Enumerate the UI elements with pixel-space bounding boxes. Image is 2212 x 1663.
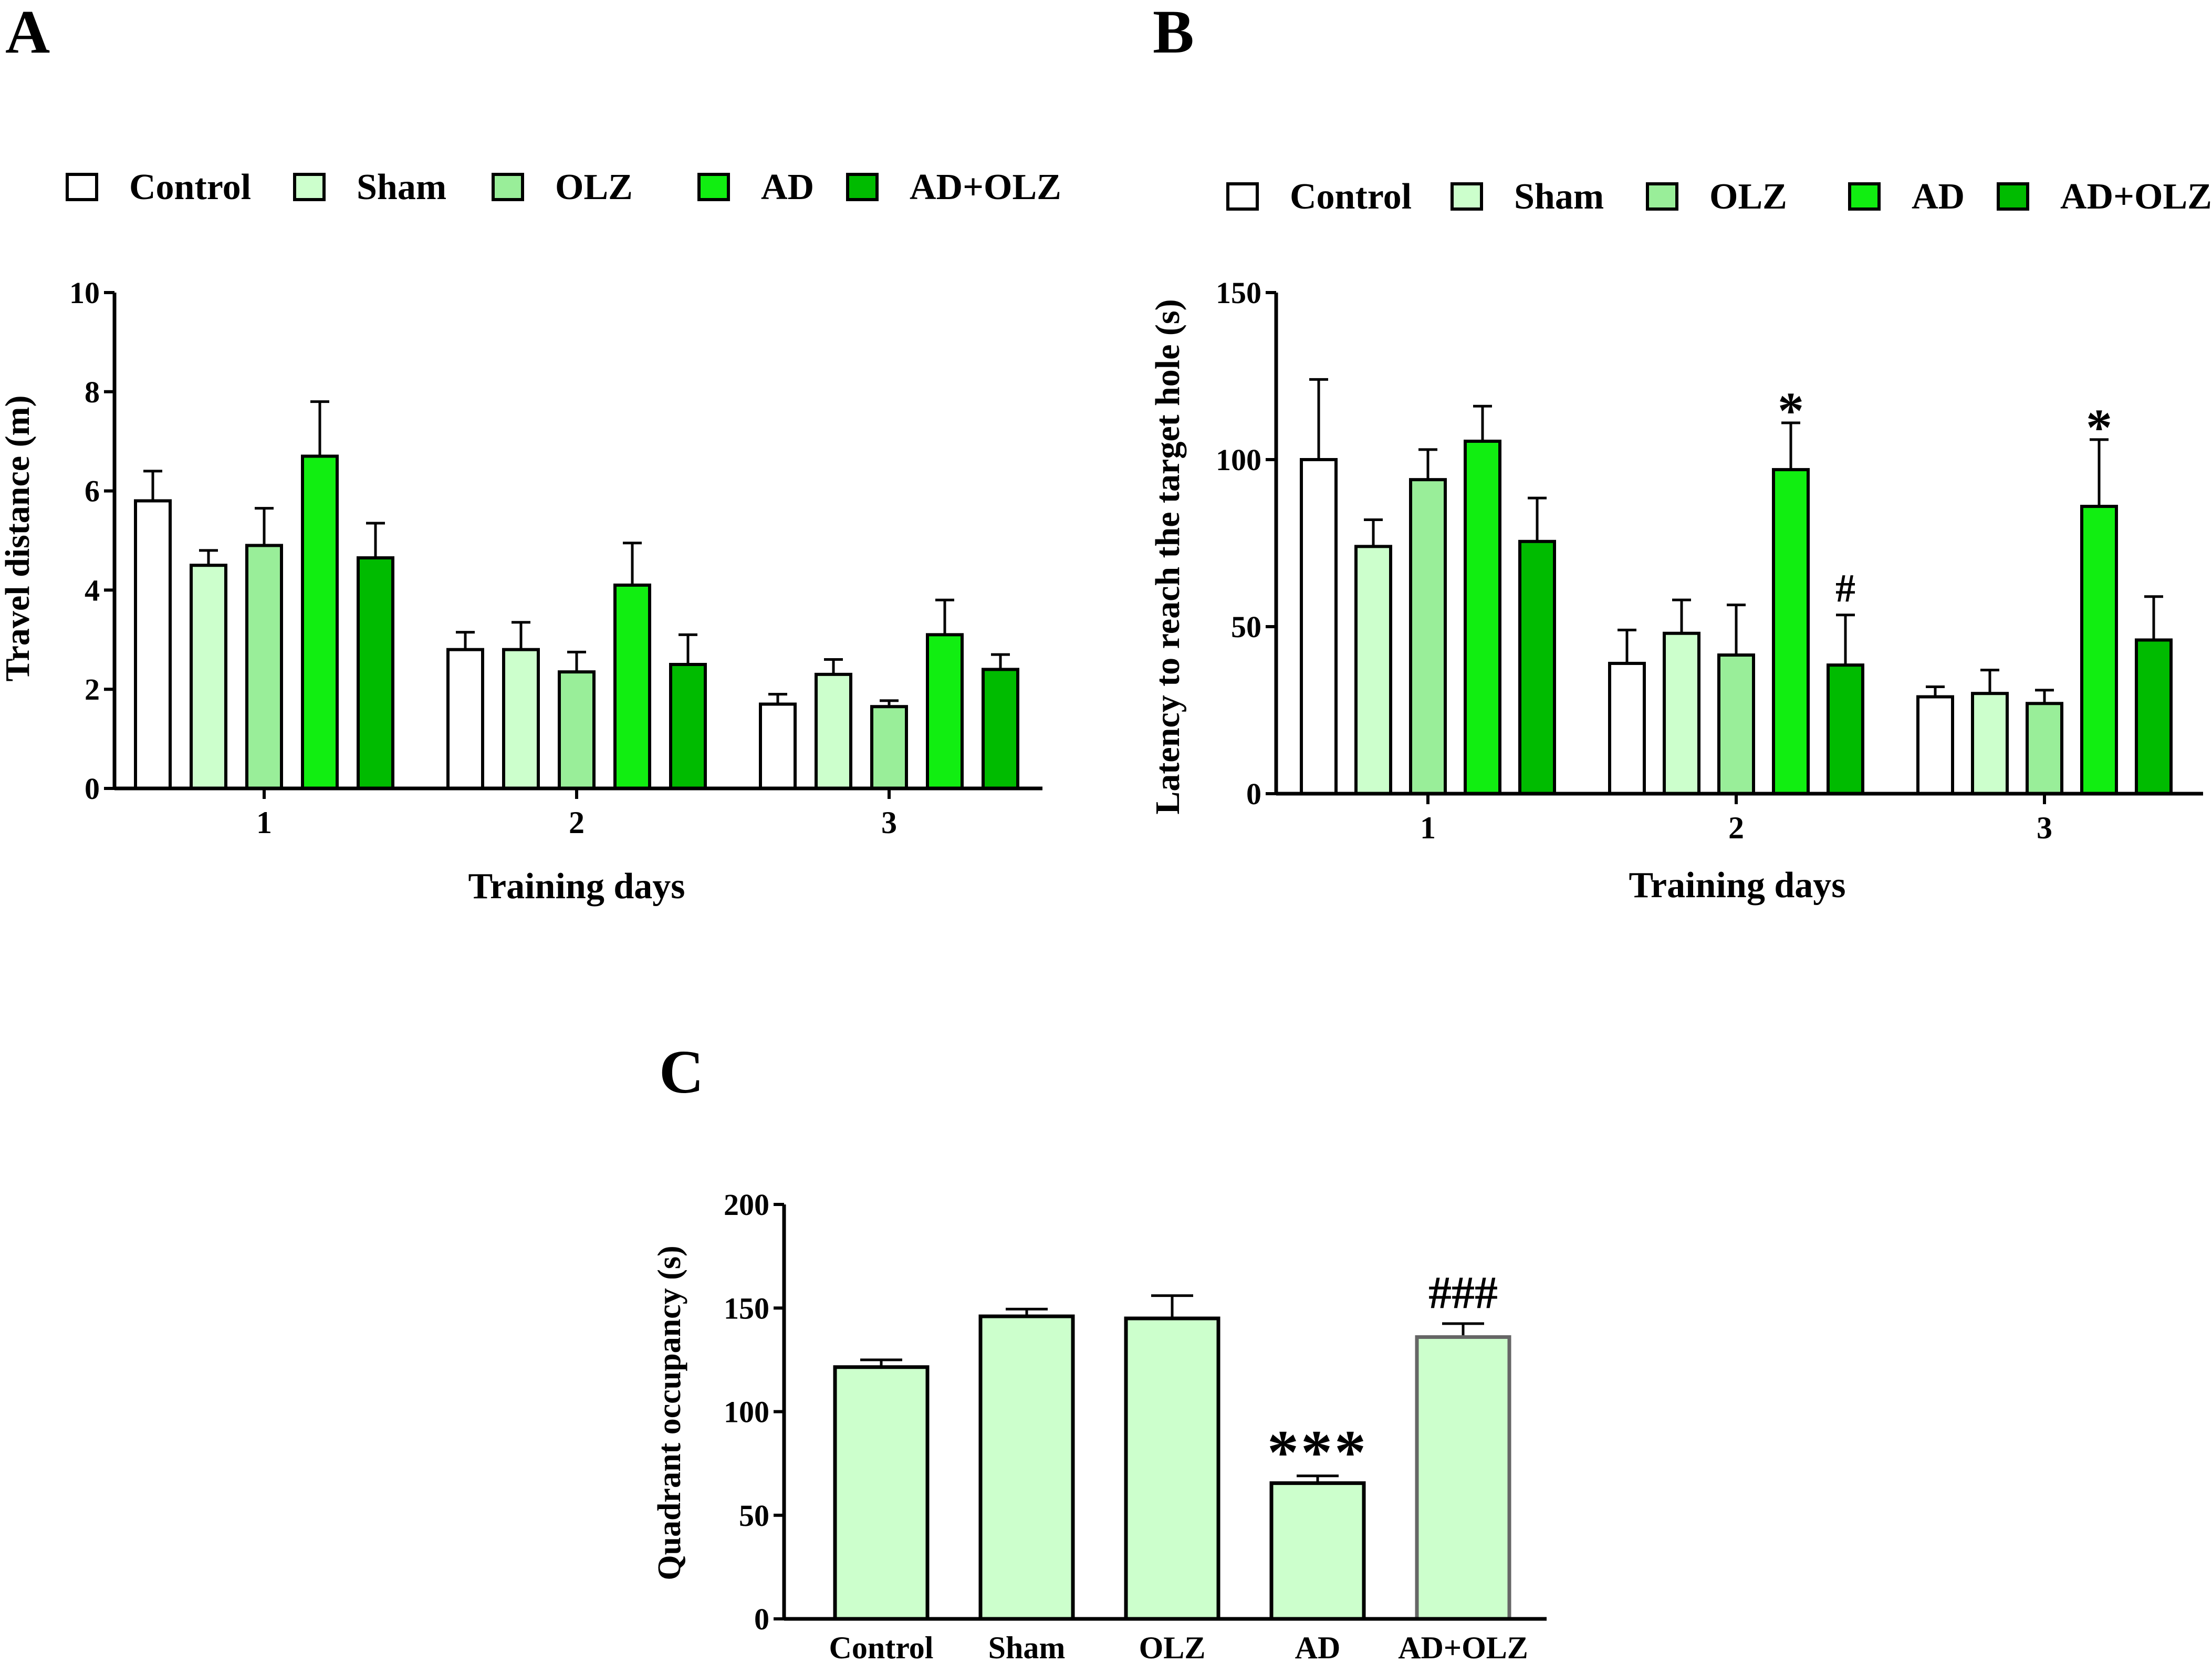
bar-control-day-3 bbox=[759, 702, 797, 791]
legend-label-ad: AD bbox=[761, 167, 814, 207]
bar-control-day-3 bbox=[1916, 695, 1954, 796]
y-tick-label-100: 100 bbox=[724, 1395, 769, 1429]
x-axis-title: Training days bbox=[468, 866, 685, 907]
bar-ad-day-2 bbox=[613, 583, 651, 790]
y-tick-label-0: 0 bbox=[1246, 777, 1261, 811]
legend-label-olz: OLZ bbox=[1709, 176, 1787, 217]
y-tick-label-0: 0 bbox=[754, 1602, 769, 1636]
x-tick-label-2: 2 bbox=[569, 805, 585, 840]
legend-label-control: Control bbox=[1290, 176, 1412, 217]
x-tick-label-ad: AD bbox=[1295, 1630, 1341, 1663]
panel-label-c: C bbox=[659, 1037, 704, 1106]
bar-ad-day-3 bbox=[2080, 505, 2118, 795]
y-tick-label-50: 50 bbox=[739, 1499, 769, 1533]
x-tick-label-2: 2 bbox=[1728, 810, 1744, 845]
legend-label-control: Control bbox=[129, 167, 251, 207]
y-tick-label-50: 50 bbox=[1231, 610, 1261, 644]
y-tick-label-150: 150 bbox=[1216, 276, 1261, 310]
legend-label-ad-plus-olz: AD+OLZ bbox=[2060, 176, 2212, 217]
bar-ad-plus-olz-day-3 bbox=[982, 668, 1019, 790]
bar-ad-day-1 bbox=[1464, 440, 1501, 795]
y-tick-label-200: 200 bbox=[724, 1188, 769, 1222]
x-tick-label-1: 1 bbox=[256, 805, 272, 840]
y-axis-title: Latency to reach the target hole (s) bbox=[1149, 299, 1187, 814]
bar-olz-day-1 bbox=[1409, 478, 1447, 795]
y-axis-title: Travel distance (m) bbox=[0, 396, 37, 682]
annotation-asterisk-2: * bbox=[2086, 398, 2112, 456]
x-tick-label-1: 1 bbox=[1420, 810, 1436, 845]
bar-olz-day-3 bbox=[870, 705, 908, 790]
annotation-hash-1: # bbox=[1835, 567, 1855, 611]
y-tick-label-8: 8 bbox=[85, 375, 100, 409]
y-tick-label-10: 10 bbox=[69, 276, 100, 310]
y-tick-label-2: 2 bbox=[85, 672, 100, 706]
bar-olz bbox=[1124, 1316, 1220, 1621]
bar-ad-plus-olz-day-2 bbox=[1827, 663, 1864, 796]
bar-control-day-2 bbox=[446, 648, 484, 791]
bar-ad-plus-olz-day-3 bbox=[2135, 638, 2173, 795]
x-tick-label-3: 3 bbox=[881, 805, 897, 840]
bar-ad-plus-olz-day-1 bbox=[1518, 539, 1556, 795]
bar-sham-day-2 bbox=[502, 648, 540, 791]
y-tick-label-4: 4 bbox=[85, 573, 100, 607]
legend-label-olz: OLZ bbox=[555, 167, 633, 207]
bar-control-day-1 bbox=[1300, 458, 1338, 795]
bar-ad-day-3 bbox=[926, 633, 964, 790]
bar-ad-plus-olz-day-2 bbox=[669, 663, 707, 790]
legend-swatch-ad-plus-olz bbox=[846, 173, 879, 201]
y-tick-label-150: 150 bbox=[724, 1291, 769, 1325]
legend-swatch-ad bbox=[1848, 182, 1881, 211]
bar-ad-day-2 bbox=[1772, 468, 1810, 795]
legend-swatch-olz bbox=[492, 173, 524, 201]
bar-control-day-2 bbox=[1608, 661, 1646, 795]
bar-sham bbox=[978, 1314, 1075, 1621]
bar-sham-day-3 bbox=[1971, 692, 2009, 795]
x-axis-title: Training days bbox=[1629, 865, 1846, 906]
panel-label-b: B bbox=[1153, 0, 1194, 66]
legend-swatch-control bbox=[66, 173, 98, 201]
y-axis-title: Quadrant occupancy (s) bbox=[652, 1245, 687, 1580]
bar-olz-day-3 bbox=[2026, 702, 2063, 796]
annotation-asterisk-0: * bbox=[1778, 381, 1804, 440]
bar-ad-plus-olz-day-1 bbox=[357, 556, 394, 791]
legend-swatch-ad bbox=[697, 173, 730, 201]
legend-swatch-control bbox=[1226, 182, 1259, 211]
legend-swatch-olz bbox=[1646, 182, 1678, 211]
chart-panel-a: Control Sham OLZ AD AD+OLZ 1 2 3 0 2 4 6 8 10 Training… bbox=[0, 167, 1061, 907]
annotation-asterisks: *** bbox=[1267, 1417, 1368, 1487]
x-tick-label-3: 3 bbox=[2037, 810, 2052, 845]
legend-swatch-sham bbox=[293, 173, 326, 201]
bar-ad-day-1 bbox=[301, 454, 339, 790]
legend-label-ad: AD bbox=[1912, 176, 1965, 217]
legend-swatch-sham bbox=[1451, 182, 1483, 211]
x-tick-label-ad-plus-olz: AD+OLZ bbox=[1398, 1630, 1528, 1663]
panel-label-a: A bbox=[5, 0, 50, 66]
y-tick-label-6: 6 bbox=[85, 474, 100, 508]
legend-label-ad-plus-olz: AD+OLZ bbox=[910, 167, 1061, 207]
y-tick-label-0: 0 bbox=[85, 772, 100, 806]
x-tick-label-control: Control bbox=[829, 1630, 934, 1663]
bar-control-day-1 bbox=[134, 499, 172, 790]
annotation-hashes: ### bbox=[1428, 1267, 1498, 1318]
bar-ad bbox=[1269, 1481, 1366, 1621]
x-tick-label-olz: OLZ bbox=[1139, 1630, 1206, 1663]
legend-swatch-ad-plus-olz bbox=[1997, 182, 2029, 211]
bar-sham-day-1 bbox=[190, 564, 227, 790]
bar-olz-day-2 bbox=[558, 670, 596, 791]
bar-ad-plus-olz bbox=[1415, 1335, 1511, 1621]
bar-control bbox=[833, 1365, 930, 1621]
y-tick-label-100: 100 bbox=[1216, 443, 1261, 477]
bar-sham-day-3 bbox=[815, 672, 852, 790]
x-tick-label-sham: Sham bbox=[988, 1630, 1066, 1663]
bar-sham-day-1 bbox=[1354, 545, 1392, 795]
legend-label-sham: Sham bbox=[357, 167, 446, 207]
bar-sham-day-2 bbox=[1663, 631, 1700, 795]
bar-olz-day-2 bbox=[1717, 653, 1755, 796]
bar-olz-day-1 bbox=[245, 544, 283, 790]
legend-label-sham: Sham bbox=[1514, 176, 1604, 217]
chart-panel-c: Control Sham OLZ AD AD+OLZ *** ### 0 50 100 150 200… bbox=[652, 1188, 1547, 1663]
chart-panel-b: Control Sham OLZ AD AD+OLZ 1 2 3 * # * 0 50 100 150 Tra… bbox=[1149, 176, 2212, 906]
